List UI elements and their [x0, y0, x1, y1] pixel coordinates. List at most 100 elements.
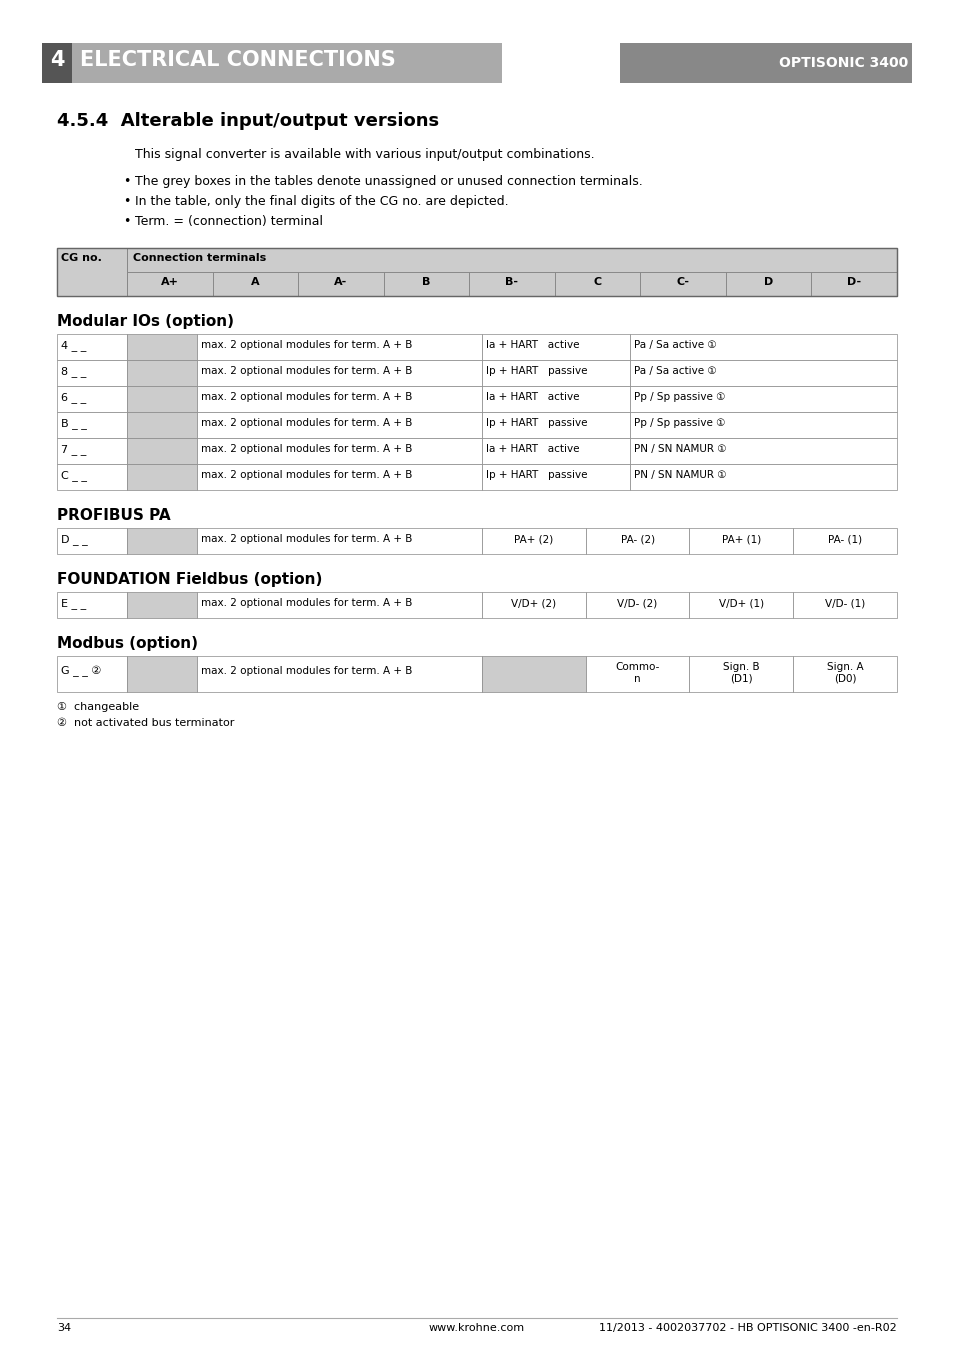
Text: max. 2 optional modules for term. A + B: max. 2 optional modules for term. A + B [201, 534, 412, 544]
Text: max. 2 optional modules for term. A + B: max. 2 optional modules for term. A + B [201, 444, 412, 454]
Bar [127, 386, 196, 412]
Text: www.krohne.com: www.krohne.com [429, 1323, 524, 1333]
Text: C _ _: C _ _ [61, 470, 87, 481]
Text: E _ _: E _ _ [61, 598, 86, 609]
Text: Pp / Sp passive ①: Pp / Sp passive ① [634, 417, 724, 428]
Text: 4: 4 [50, 50, 64, 70]
Text: max. 2 optional modules for term. A + B: max. 2 optional modules for term. A + B [201, 666, 412, 676]
Bar [481, 438, 629, 463]
Text: Modbus (option): Modbus (option) [57, 636, 198, 651]
Bar [792, 528, 896, 554]
Bar [481, 334, 629, 359]
Bar [481, 463, 629, 490]
Bar [127, 592, 196, 617]
Bar [196, 386, 481, 412]
Bar [196, 438, 481, 463]
Bar [57, 592, 127, 617]
Text: OPTISONIC 3400: OPTISONIC 3400 [778, 55, 907, 70]
Text: Sign. B
(D1): Sign. B (D1) [722, 662, 759, 684]
Bar [196, 657, 481, 692]
Bar [127, 463, 196, 490]
Text: max. 2 optional modules for term. A + B: max. 2 optional modules for term. A + B [201, 470, 412, 480]
Bar [57, 657, 127, 692]
Text: B-: B- [505, 277, 518, 286]
Text: B _ _: B _ _ [61, 417, 87, 428]
Bar [127, 528, 196, 554]
Bar [792, 592, 896, 617]
Text: Ia + HART   active: Ia + HART active [485, 392, 578, 403]
Bar [792, 657, 896, 692]
Text: A-: A- [334, 277, 347, 286]
Bar [57, 334, 127, 359]
Text: V/D+ (1): V/D+ (1) [718, 598, 763, 608]
Bar [71, 43, 501, 82]
Bar [57, 386, 127, 412]
Text: Pp / Sp passive ①: Pp / Sp passive ① [634, 392, 724, 403]
Bar [196, 463, 481, 490]
Text: 6 _ _: 6 _ _ [61, 392, 86, 403]
Text: PA+ (1): PA+ (1) [721, 534, 760, 544]
Text: Commo-
n: Commo- n [615, 662, 659, 684]
Text: •: • [123, 215, 131, 228]
Text: A: A [251, 277, 259, 286]
Text: •: • [123, 176, 131, 188]
Text: Ip + HART   passive: Ip + HART passive [485, 470, 587, 480]
Text: Ia + HART   active: Ia + HART active [485, 444, 578, 454]
Bar [127, 334, 196, 359]
Text: ELECTRICAL CONNECTIONS: ELECTRICAL CONNECTIONS [80, 50, 395, 70]
Text: CG no.: CG no. [61, 253, 102, 263]
Bar [196, 592, 481, 617]
Text: PA+ (2): PA+ (2) [514, 534, 553, 544]
Bar [481, 657, 585, 692]
Text: Term. = (connection) terminal: Term. = (connection) terminal [135, 215, 323, 228]
Bar [689, 657, 792, 692]
Text: PROFIBUS PA: PROFIBUS PA [57, 508, 171, 523]
Bar [57, 412, 127, 438]
Bar [629, 386, 896, 412]
Bar [481, 386, 629, 412]
Text: Modular IOs (option): Modular IOs (option) [57, 313, 233, 330]
Bar [196, 334, 481, 359]
Text: V/D+ (2): V/D+ (2) [511, 598, 556, 608]
Bar [196, 412, 481, 438]
Text: max. 2 optional modules for term. A + B: max. 2 optional modules for term. A + B [201, 366, 412, 376]
Text: Pa / Sa active ①: Pa / Sa active ① [634, 340, 716, 350]
Text: V/D- (1): V/D- (1) [824, 598, 864, 608]
Text: Ip + HART   passive: Ip + HART passive [485, 366, 587, 376]
Text: ②  not activated bus terminator: ② not activated bus terminator [57, 717, 234, 728]
Bar [57, 438, 127, 463]
Bar [127, 359, 196, 386]
Bar [127, 438, 196, 463]
Bar [481, 412, 629, 438]
Text: B: B [422, 277, 430, 286]
Bar [57, 359, 127, 386]
Text: 34: 34 [57, 1323, 71, 1333]
Text: 7 _ _: 7 _ _ [61, 444, 87, 455]
Text: •: • [123, 195, 131, 208]
Text: D-: D- [846, 277, 861, 286]
Text: PA- (1): PA- (1) [827, 534, 862, 544]
Text: 11/2013 - 4002037702 - HB OPTISONIC 3400 -en-R02: 11/2013 - 4002037702 - HB OPTISONIC 3400… [598, 1323, 896, 1333]
Bar [481, 592, 585, 617]
Bar [481, 359, 629, 386]
Text: Pa / Sa active ①: Pa / Sa active ① [634, 366, 716, 376]
Bar [42, 43, 71, 82]
Text: C-: C- [676, 277, 689, 286]
Bar [629, 334, 896, 359]
Text: D: D [763, 277, 773, 286]
Bar [481, 528, 585, 554]
Text: max. 2 optional modules for term. A + B: max. 2 optional modules for term. A + B [201, 417, 412, 428]
Text: D _ _: D _ _ [61, 534, 88, 544]
Text: max. 2 optional modules for term. A + B: max. 2 optional modules for term. A + B [201, 392, 412, 403]
Bar [127, 412, 196, 438]
Text: max. 2 optional modules for term. A + B: max. 2 optional modules for term. A + B [201, 598, 412, 608]
Text: G _ _ ②: G _ _ ② [61, 666, 101, 677]
Bar [629, 438, 896, 463]
Text: Ip + HART   passive: Ip + HART passive [485, 417, 587, 428]
Bar [57, 463, 127, 490]
Text: PN / SN NAMUR ①: PN / SN NAMUR ① [634, 444, 726, 454]
Text: Sign. A
(D0): Sign. A (D0) [826, 662, 862, 684]
Text: FOUNDATION Fieldbus (option): FOUNDATION Fieldbus (option) [57, 571, 322, 586]
Bar [629, 412, 896, 438]
Bar [585, 657, 689, 692]
